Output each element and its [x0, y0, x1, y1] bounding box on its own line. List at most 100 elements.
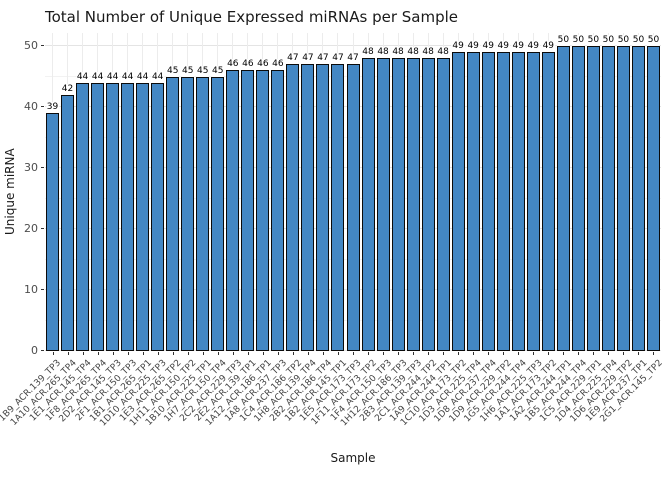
bar — [46, 113, 59, 351]
y-tick-label: 30 — [24, 161, 38, 174]
x-axis-tick — [67, 352, 69, 355]
y-axis-title: Unique miRNA — [3, 148, 17, 236]
bar-value-label: 49 — [451, 41, 465, 53]
bar-value-label: 49 — [466, 41, 480, 53]
bar — [61, 94, 75, 351]
x-axis-tick — [142, 352, 144, 355]
bar — [106, 82, 120, 351]
bar — [166, 76, 180, 351]
bar — [436, 58, 450, 351]
bar — [346, 64, 360, 351]
x-axis-tick — [428, 352, 430, 355]
bar — [466, 52, 480, 351]
bar-value-label: 49 — [496, 41, 510, 53]
bar — [646, 46, 660, 351]
bar-value-label: 50 — [616, 35, 631, 46]
y-axis-tick — [41, 228, 44, 229]
x-axis-tick — [217, 352, 219, 355]
bar — [271, 70, 285, 351]
bar-value-label: 48 — [436, 47, 450, 59]
x-axis-tick — [82, 352, 84, 355]
bar-value-label: 47 — [316, 53, 330, 65]
x-axis-tick — [202, 352, 204, 355]
x-axis-tick — [247, 352, 249, 355]
bar-value-label: 47 — [286, 53, 300, 65]
bar — [91, 82, 105, 351]
bar — [601, 46, 615, 351]
x-axis-tick — [578, 352, 580, 355]
bar-value-label: 49 — [511, 41, 525, 53]
y-tick-label: 40 — [24, 100, 38, 113]
x-axis-tick — [112, 352, 114, 355]
bar-value-label: 50 — [646, 35, 661, 46]
bar — [571, 46, 585, 351]
bar-value-label: 47 — [301, 53, 315, 65]
bar-value-label: 48 — [391, 47, 405, 59]
x-axis-tick — [52, 352, 54, 355]
bar-value-label: 44 — [150, 71, 165, 83]
bar-value-label: 47 — [331, 53, 345, 65]
y-axis-tick — [41, 350, 44, 351]
bar-value-label: 49 — [541, 41, 556, 53]
x-axis-tick — [458, 352, 460, 355]
x-axis-tick — [413, 352, 415, 355]
bar-value-label: 46 — [241, 59, 255, 71]
bar-value-label: 48 — [406, 47, 420, 59]
x-axis-tick — [262, 352, 264, 355]
x-axis-tick — [443, 352, 445, 355]
bar — [526, 52, 540, 351]
x-axis-tick — [97, 352, 99, 355]
bar-value-label: 44 — [135, 71, 150, 83]
bar-value-label: 48 — [361, 47, 375, 59]
bar-value-label: 48 — [421, 47, 435, 59]
x-axis-tick — [503, 352, 505, 355]
bar-value-label: 44 — [105, 71, 120, 83]
x-axis-tick — [383, 352, 385, 355]
x-axis-tick — [533, 352, 535, 355]
x-axis-tick — [623, 352, 625, 355]
bar — [616, 46, 630, 351]
bar — [211, 76, 225, 351]
x-axis-tick — [653, 352, 655, 355]
bar — [121, 82, 135, 351]
bar — [76, 82, 90, 351]
y-axis-tick — [41, 289, 44, 290]
bar-value-label: 45 — [180, 65, 195, 77]
x-axis-tick — [518, 352, 520, 355]
bar-value-label: 44 — [120, 71, 135, 83]
bar-value-label: 47 — [346, 53, 360, 65]
bar — [391, 58, 405, 351]
x-axis-tick — [473, 352, 475, 355]
bar — [331, 64, 345, 351]
bar — [481, 52, 495, 351]
y-tick-label: 20 — [24, 222, 38, 235]
x-axis-tick — [277, 352, 279, 355]
x-axis-tick — [322, 352, 324, 355]
bar — [421, 58, 435, 351]
bar — [241, 70, 255, 351]
bar — [151, 82, 165, 351]
x-axis-tick — [127, 352, 129, 355]
bar-value-label: 50 — [631, 35, 646, 46]
bar-value-label: 45 — [196, 65, 210, 77]
bar — [256, 70, 270, 351]
x-axis-tick — [593, 352, 595, 355]
plot-title: Total Number of Unique Expressed miRNAs … — [45, 8, 459, 26]
x-axis-tick — [337, 352, 339, 355]
bar-value-label: 46 — [271, 59, 285, 71]
x-axis-tick — [172, 352, 174, 355]
bar-value-label: 39 — [45, 102, 60, 114]
x-axis-tick — [368, 352, 370, 355]
bar-value-label: 45 — [211, 65, 225, 77]
y-tick-label: 10 — [24, 283, 38, 296]
y-axis-tick — [41, 106, 44, 107]
bar-value-label: 45 — [165, 65, 180, 77]
bar-value-label: 44 — [75, 71, 90, 83]
x-axis-tick — [638, 352, 640, 355]
bar — [136, 82, 150, 351]
plot-panel: 39 42 44 44 44 44 44 44 45 45 45 45 46 46 46 46 47 47 47 47… — [45, 33, 661, 351]
bar — [316, 64, 330, 351]
bar-value-label: 48 — [376, 47, 390, 59]
bar — [286, 64, 300, 351]
